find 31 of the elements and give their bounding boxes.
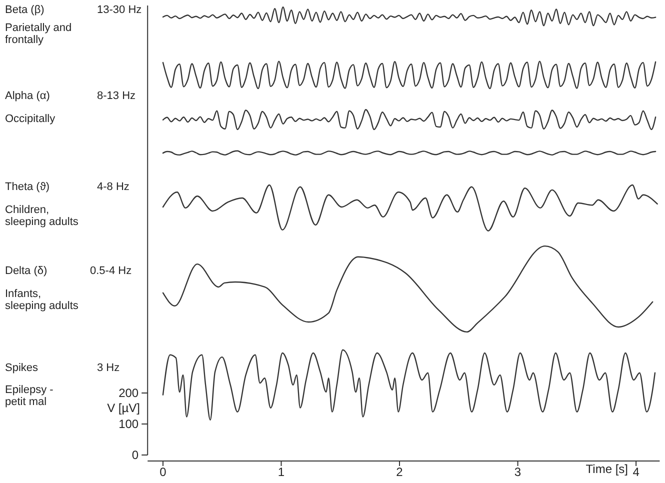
- text: Children, sleeping adults: [5, 204, 79, 228]
- text: Beta (β): [5, 4, 44, 16]
- text: 8-13 Hz: [97, 90, 136, 102]
- text: 3 Hz: [97, 362, 120, 374]
- text: 13-30 Hz: [97, 4, 142, 16]
- line-series: [162, 60, 656, 90]
- x-tick-label: 1: [278, 465, 285, 479]
- text: Spikes: [5, 362, 39, 374]
- x-tick-label: 4: [632, 465, 640, 479]
- y-tick-label: 200: [118, 386, 139, 400]
- text: Theta (ϑ): [5, 181, 50, 193]
- text: Parietally and frontally: [5, 22, 72, 46]
- line-series: [162, 245, 654, 333]
- text: Alpha (α): [5, 90, 50, 102]
- text: Infants, sleeping adults: [5, 288, 79, 312]
- text: Occipitally: [5, 113, 56, 125]
- y-tick-label: 0: [132, 448, 139, 462]
- line-series: [162, 109, 656, 130]
- text: Delta (δ): [5, 265, 48, 277]
- line-series: [162, 349, 656, 421]
- x-tick-label: 3: [514, 465, 522, 479]
- x-tick-label: 2: [396, 465, 404, 479]
- y-tick-label: 100: [118, 417, 139, 431]
- text: 4-8 Hz: [97, 181, 130, 193]
- line-series: [162, 184, 658, 232]
- text: 0.5-4 Hz: [90, 265, 132, 277]
- text: Epilepsy - petit mal: [5, 384, 54, 408]
- y-axis-title: V [µV]: [107, 401, 140, 415]
- line-series: [162, 6, 656, 26]
- x-axis-title: Time [s]: [586, 462, 628, 476]
- x-tick-label: 0: [160, 465, 167, 479]
